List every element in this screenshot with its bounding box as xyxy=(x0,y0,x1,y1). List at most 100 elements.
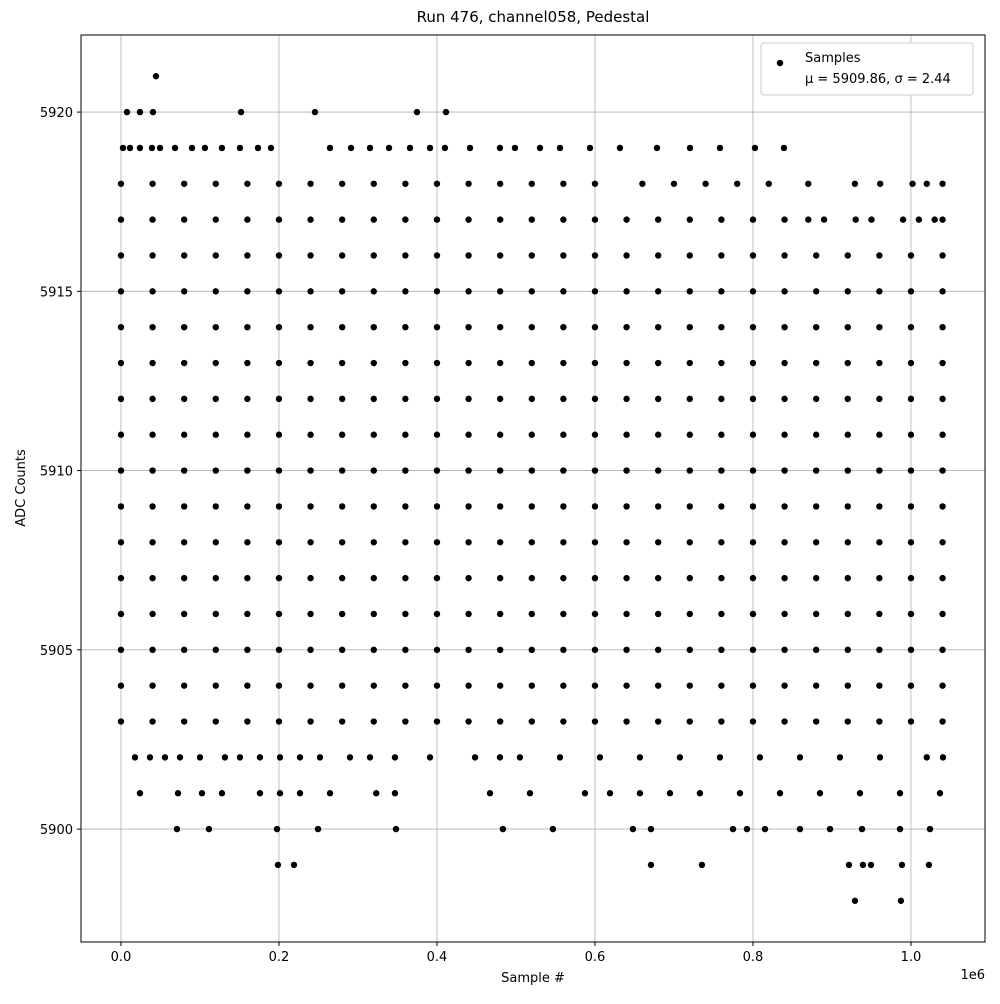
point xyxy=(826,825,834,833)
point xyxy=(729,825,737,833)
point xyxy=(275,252,283,259)
point xyxy=(275,610,283,618)
point xyxy=(402,216,409,223)
point xyxy=(180,610,188,618)
point xyxy=(402,431,409,438)
point xyxy=(670,180,678,187)
point xyxy=(907,288,915,295)
point xyxy=(781,574,788,582)
point xyxy=(117,323,125,331)
point xyxy=(212,431,219,438)
point xyxy=(718,359,725,367)
point xyxy=(560,718,567,725)
point xyxy=(465,539,472,546)
point xyxy=(812,323,820,331)
point xyxy=(465,574,472,582)
y-axis-label: ADC Counts xyxy=(14,449,29,527)
point xyxy=(639,180,646,187)
point xyxy=(876,395,883,403)
point xyxy=(402,252,409,259)
point xyxy=(743,825,751,833)
point xyxy=(426,144,434,152)
point xyxy=(560,682,567,689)
point xyxy=(939,323,946,331)
point xyxy=(149,431,156,438)
point xyxy=(499,825,507,833)
point xyxy=(366,754,374,761)
point xyxy=(244,180,251,187)
point xyxy=(923,180,930,187)
point xyxy=(686,539,693,546)
point xyxy=(433,574,441,582)
point xyxy=(591,503,599,510)
point xyxy=(718,395,725,403)
point xyxy=(939,610,946,618)
point xyxy=(496,323,504,331)
point xyxy=(844,574,851,582)
point xyxy=(176,754,184,761)
point xyxy=(560,431,567,438)
point xyxy=(275,539,283,546)
point xyxy=(528,359,535,367)
point xyxy=(812,682,820,689)
point xyxy=(591,718,599,725)
point xyxy=(307,359,314,367)
point xyxy=(654,610,662,618)
point xyxy=(718,610,725,618)
point xyxy=(180,574,188,582)
point xyxy=(876,646,883,654)
point xyxy=(623,574,630,582)
point xyxy=(275,467,283,474)
point xyxy=(149,646,156,654)
point xyxy=(556,144,564,152)
point xyxy=(560,323,567,331)
point xyxy=(146,754,154,761)
point xyxy=(433,646,441,654)
point xyxy=(925,861,933,869)
point xyxy=(180,323,188,331)
point xyxy=(560,359,567,367)
point xyxy=(433,610,441,618)
point xyxy=(307,216,314,223)
point xyxy=(307,467,314,474)
point xyxy=(718,216,725,223)
point xyxy=(433,503,441,510)
point xyxy=(536,144,544,152)
point xyxy=(275,395,283,403)
point xyxy=(549,825,557,833)
point xyxy=(812,431,820,438)
y-tick-label: 5915 xyxy=(40,285,73,300)
point xyxy=(654,395,662,403)
point xyxy=(844,323,851,331)
point xyxy=(623,467,630,474)
point xyxy=(796,825,804,833)
point xyxy=(218,790,226,797)
point xyxy=(781,252,788,259)
point xyxy=(560,395,567,403)
point xyxy=(221,754,229,761)
point xyxy=(931,216,938,223)
point xyxy=(198,790,206,797)
point xyxy=(907,395,915,403)
point xyxy=(939,180,946,187)
point xyxy=(426,754,434,761)
point xyxy=(897,897,905,904)
point xyxy=(117,431,125,438)
point xyxy=(370,323,377,331)
point xyxy=(236,144,244,152)
point xyxy=(591,467,599,474)
point xyxy=(876,718,883,725)
point xyxy=(274,861,282,869)
point xyxy=(696,790,704,797)
point xyxy=(702,180,709,187)
point xyxy=(816,790,824,797)
point xyxy=(117,718,125,725)
point xyxy=(653,144,661,152)
point xyxy=(370,503,377,510)
point xyxy=(496,574,504,582)
point xyxy=(907,323,915,331)
point xyxy=(686,323,693,331)
point xyxy=(149,359,156,367)
point xyxy=(623,503,630,510)
